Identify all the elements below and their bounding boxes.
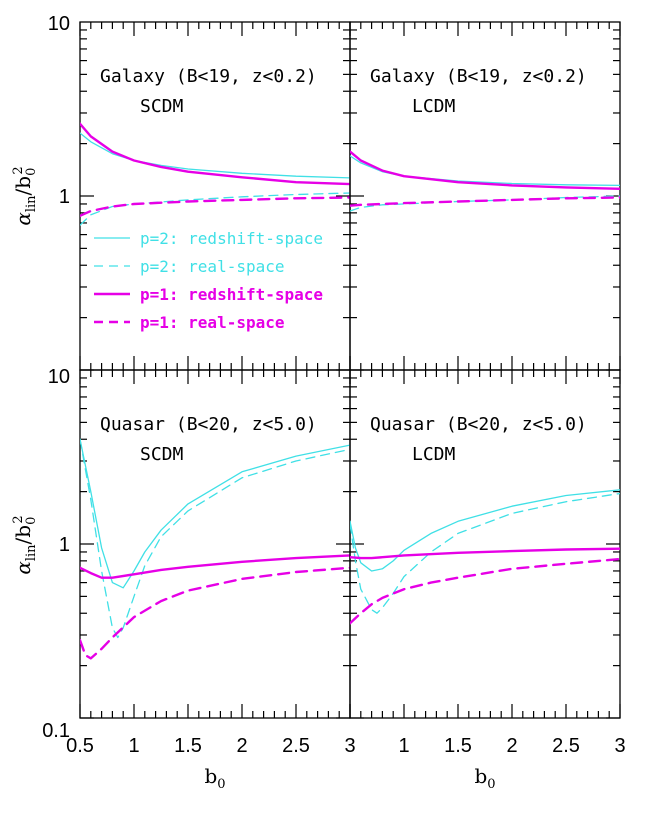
y-axis-label-sub-lin: lin	[24, 195, 39, 212]
panel-subtitle: LCDM	[412, 444, 456, 465]
legend-label: p=2: redshift-space	[140, 229, 323, 248]
panel-subtitle: LCDM	[412, 96, 456, 117]
x-tick-label: 1	[128, 735, 139, 757]
panel-subtitle: SCDM	[140, 96, 184, 117]
series-line-p1-redshift	[350, 547, 620, 560]
panel-br: Quasar (B<20, z<5.0) LCDM	[349, 369, 621, 719]
x-tick-label: 3	[614, 735, 625, 757]
series-line-p1-redshift	[80, 122, 350, 186]
panel-series	[80, 122, 350, 226]
x-axis-label: b0	[474, 764, 495, 792]
x-axis-label-main: b	[204, 764, 217, 788]
series-line-p1-real	[350, 196, 620, 207]
x-tick-label: 2	[236, 735, 247, 757]
panel-title: Galaxy (B<19, z<0.2)	[100, 66, 317, 87]
panel-series	[80, 438, 350, 660]
y-axis-label-sub-lin: lin	[24, 544, 39, 561]
y-axis-label-sup-2: 2	[11, 515, 26, 523]
legend: p=2: redshift-space p=2: real-space p=1: r…	[94, 229, 323, 332]
x-tick-label: 0.5	[66, 735, 94, 757]
panel-title: Quasar (B<20, z<5.0)	[370, 414, 587, 435]
x-axis-label-sub: 0	[487, 777, 495, 792]
series-line-p1-redshift	[80, 554, 350, 579]
y-axis-label-sub-0: 0	[24, 168, 39, 176]
panel-title: Quasar (B<20, z<5.0)	[100, 414, 317, 435]
legend-label: p=2: real-space	[140, 257, 285, 276]
y-tick-label: 0.1	[42, 720, 70, 742]
y-axis-label-slash: /b	[11, 525, 35, 545]
panel-title: Galaxy (B<19, z<0.2)	[370, 66, 587, 87]
panel-series	[350, 489, 620, 625]
legend-label: p=1: real-space	[140, 313, 285, 332]
panel-tr: Galaxy (B<19, z<0.2) LCDM	[349, 21, 621, 371]
y-axis-label: αlin/b02	[11, 515, 39, 574]
series-line-p2-real	[80, 192, 350, 226]
y-axis-label-alpha: α	[11, 212, 35, 226]
x-axis-label: b0	[204, 764, 225, 792]
y-axis-label-alpha: α	[11, 561, 35, 575]
series-line-p1-real	[80, 196, 350, 218]
panel-bl: Quasar (B<20, z<5.0) SCDM	[79, 369, 351, 719]
y-tick-label: 1	[59, 186, 70, 208]
x-tick-label: 1.5	[174, 735, 202, 757]
x-axis-label-main: b	[474, 764, 487, 788]
panel-series	[350, 150, 620, 212]
series-line-p1-real	[350, 557, 620, 625]
x-tick-label: 3	[344, 735, 355, 757]
x-tick-label: 2.5	[552, 735, 580, 757]
series-line-p2-redshift	[350, 155, 620, 187]
panel-subtitle: SCDM	[140, 444, 184, 465]
series-line-p2-redshift	[350, 489, 620, 572]
series-line-p1-redshift	[350, 150, 620, 191]
x-tick-label: 1.5	[444, 735, 472, 757]
y-tick-label: 10	[48, 366, 70, 388]
x-tick-label: 2	[506, 735, 517, 757]
legend-label: p=1: redshift-space	[140, 285, 323, 304]
series-line-p2-redshift	[80, 438, 350, 589]
y-axis-label-slash: /b	[11, 176, 35, 196]
series-line-p2-real	[80, 438, 350, 639]
y-axis-label-sup-2: 2	[11, 166, 26, 174]
x-axis-label-sub: 0	[217, 777, 225, 792]
y-axis-label: αlin/b02	[11, 166, 39, 225]
y-tick-label: 10	[48, 13, 70, 35]
series-line-p2-redshift	[80, 132, 350, 179]
y-tick-label: 1	[59, 534, 70, 556]
x-tick-label: 2.5	[282, 735, 310, 757]
x-tick-label: 1	[398, 735, 409, 757]
panel-tl: Galaxy (B<19, z<0.2) SCDM	[79, 21, 351, 371]
series-line-p2-real	[350, 492, 620, 614]
y-axis-label-sub-0: 0	[24, 517, 39, 525]
series-line-p1-real	[80, 566, 350, 660]
